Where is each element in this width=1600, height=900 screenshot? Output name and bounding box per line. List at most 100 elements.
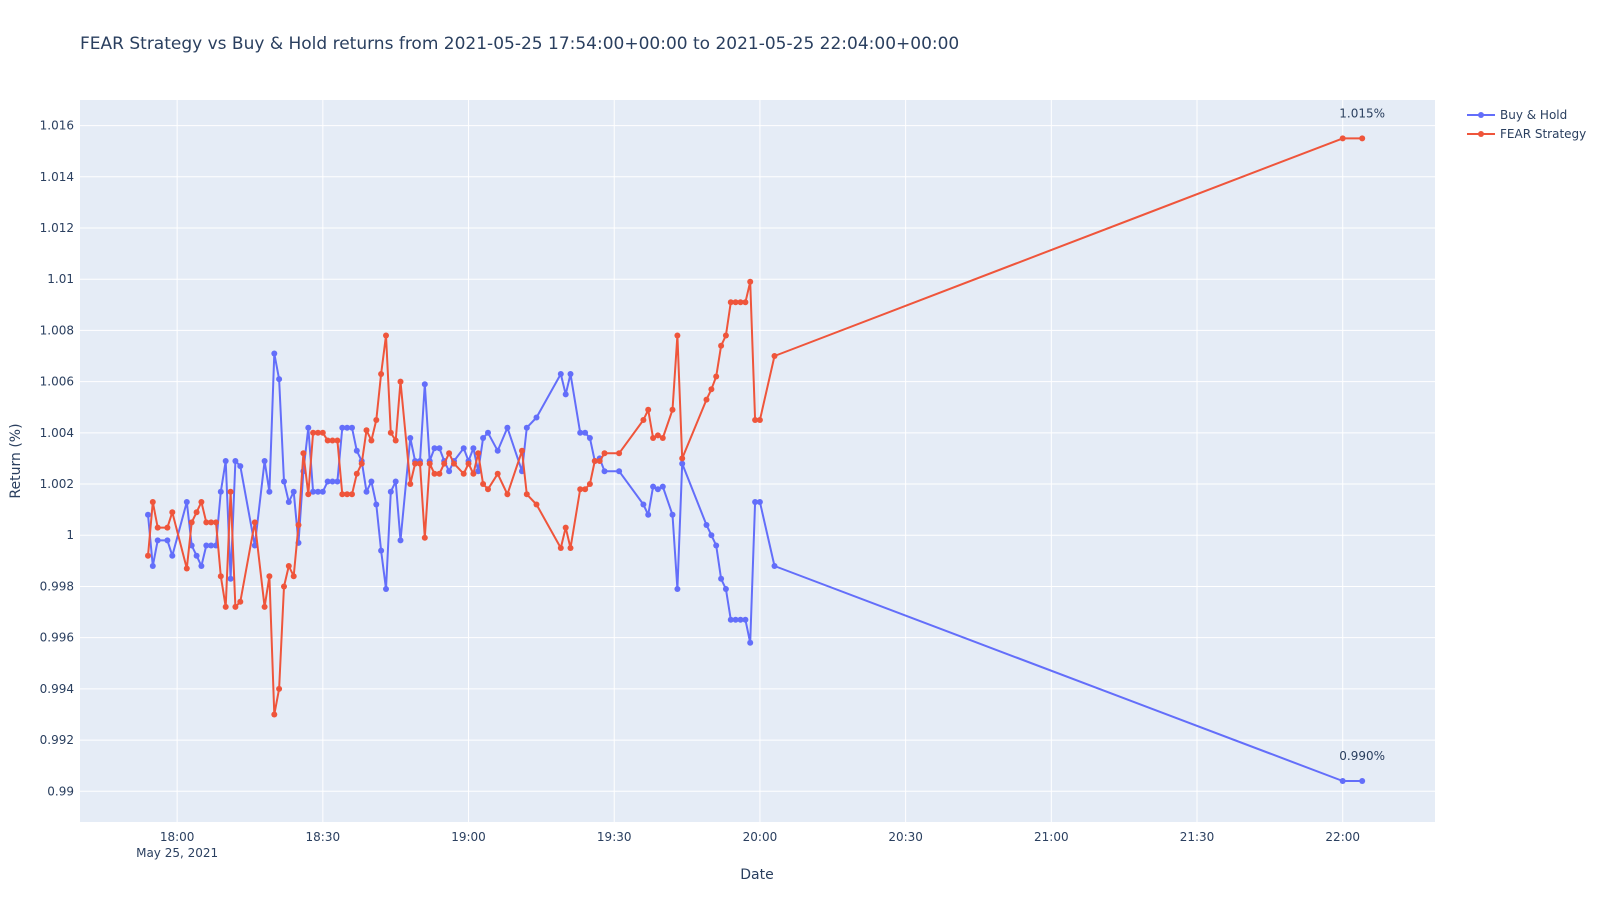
data-point	[460, 445, 467, 452]
data-point	[674, 586, 681, 592]
data-point	[154, 537, 161, 544]
legend[interactable]: Buy & Hold FEAR Strategy	[1467, 108, 1586, 141]
data-point	[654, 432, 661, 439]
data-point	[145, 552, 151, 559]
data-point	[310, 488, 317, 495]
data-point	[713, 373, 720, 380]
data-point	[305, 491, 312, 498]
data-point	[169, 509, 176, 516]
data-point	[358, 460, 365, 467]
data-point	[232, 603, 239, 610]
data-point	[533, 501, 540, 508]
data-point	[1359, 778, 1366, 784]
y-axis-ticks: 0.99 0.992 0.994 0.996 0.998 1 1.002 1.004 1.006…	[40, 119, 74, 799]
data-point	[149, 563, 156, 569]
data-point	[324, 478, 331, 485]
legend-label: Buy & Hold	[1500, 108, 1567, 122]
data-point	[363, 488, 370, 495]
data-point	[756, 417, 763, 423]
data-point	[752, 499, 759, 505]
data-point	[183, 499, 190, 505]
data-point	[669, 406, 676, 413]
data-point	[285, 563, 292, 569]
data-point	[271, 711, 278, 718]
y-tick-label: 0.992	[40, 733, 74, 747]
data-point	[732, 299, 739, 306]
data-point	[451, 460, 457, 467]
data-point	[504, 491, 511, 498]
data-point	[562, 524, 569, 531]
data-point	[577, 486, 584, 493]
y-tick-label: 0.998	[40, 579, 74, 593]
data-point	[208, 519, 215, 526]
data-point	[344, 491, 351, 498]
data-point	[319, 429, 326, 436]
data-point	[771, 353, 778, 359]
annotation-label: 0.990%	[1339, 749, 1385, 763]
data-point	[485, 429, 491, 436]
data-point	[718, 342, 725, 349]
data-point	[349, 424, 355, 431]
x-tick-label: 18:00	[160, 830, 195, 844]
legend-item[interactable]: Buy & Hold	[1467, 108, 1567, 122]
data-point	[679, 460, 686, 467]
data-point	[227, 575, 234, 582]
data-point	[480, 481, 487, 487]
data-point	[261, 603, 268, 610]
data-point	[446, 450, 453, 457]
x-tick-label: 20:00	[743, 830, 778, 844]
data-point	[591, 458, 598, 464]
data-point	[480, 435, 487, 441]
data-point	[519, 447, 525, 454]
x-tick-sublabel: May 25, 2021	[136, 846, 218, 860]
data-point	[392, 437, 399, 444]
y-tick-label: 0.996	[40, 631, 74, 645]
data-point	[290, 573, 297, 580]
legend-item[interactable]: FEAR Strategy	[1467, 127, 1586, 141]
data-point	[271, 350, 278, 357]
data-point	[567, 371, 574, 377]
data-point	[222, 458, 229, 464]
y-tick-label: 0.99	[47, 784, 74, 798]
y-tick-label: 1.006	[40, 375, 74, 389]
x-tick-label: 20:30	[888, 830, 923, 844]
data-point	[533, 414, 540, 421]
data-point	[494, 447, 501, 454]
data-point	[324, 437, 331, 444]
legend-marker	[1478, 131, 1484, 137]
y-tick-label: 1	[66, 528, 74, 542]
data-point	[334, 437, 341, 444]
data-point	[169, 552, 176, 559]
data-point	[281, 478, 287, 485]
data-point	[650, 483, 657, 490]
data-point	[645, 406, 652, 413]
data-point	[261, 458, 268, 464]
data-point	[315, 429, 321, 436]
data-point	[616, 468, 623, 475]
annotation-label: 1.015%	[1339, 106, 1385, 120]
data-point	[373, 417, 380, 423]
data-point	[407, 481, 414, 487]
data-point	[378, 371, 385, 377]
annotations: 1.015% 0.990%	[1339, 106, 1385, 763]
data-point	[586, 435, 593, 441]
chart-title: FEAR Strategy vs Buy & Hold returns from…	[80, 34, 959, 54]
data-point	[742, 299, 749, 306]
data-point	[722, 332, 729, 339]
y-tick-label: 1.014	[40, 170, 74, 184]
data-point	[198, 499, 205, 505]
data-point	[266, 573, 273, 580]
data-point	[708, 386, 715, 393]
data-point	[198, 563, 205, 569]
data-point	[310, 429, 317, 436]
data-point	[485, 486, 491, 493]
data-point	[232, 458, 239, 464]
data-point	[1339, 135, 1346, 142]
data-point	[339, 491, 346, 498]
data-point	[679, 455, 686, 462]
series-layer	[145, 135, 1366, 784]
data-point	[329, 437, 336, 444]
data-point	[601, 468, 608, 475]
y-axis-label: Return (%)	[8, 423, 24, 498]
